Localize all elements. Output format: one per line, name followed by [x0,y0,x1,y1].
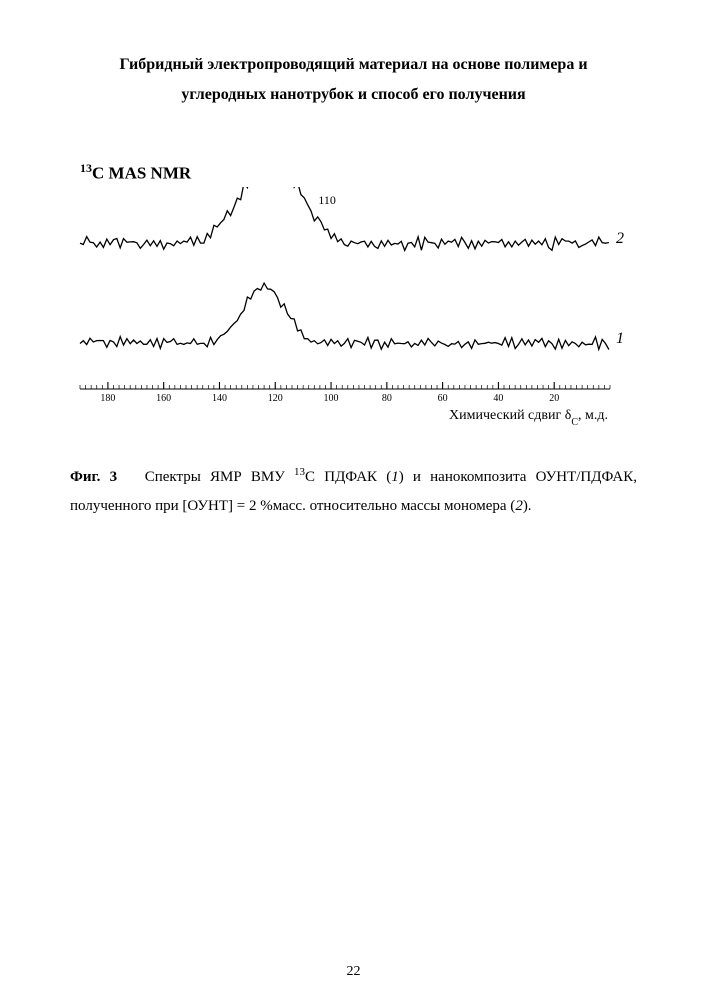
figure-caption: Фиг. 3 Спектры ЯМР ВМУ 13С ПДФАК (1) и н… [70,462,637,520]
svg-text:40: 40 [493,393,503,404]
caption-text: Спектры ЯМР ВМУ 13С ПДФАК (1) и нанокомп… [70,469,637,514]
title-line-2: углеродных нанотрубок и способ его получ… [181,86,525,103]
svg-text:110: 110 [318,193,336,207]
nmr-chart-block: 13C MAS NMR 180 160 140 120 100 80 60 40 20 Химич… [70,161,630,453]
svg-text:180: 180 [100,393,115,404]
svg-text:120: 120 [268,393,283,404]
svg-text:Химический сдвиг δC, м.д.: Химический сдвиг δC, м.д. [449,408,608,428]
page-number: 22 [0,964,707,980]
svg-text:160: 160 [156,393,171,404]
svg-text:2: 2 [616,230,624,247]
page-title: Гибридный электропроводящий материал на … [70,50,637,111]
svg-text:140: 140 [212,393,227,404]
svg-text:100: 100 [324,393,339,404]
title-line-1: Гибридный электропроводящий материал на … [119,56,587,73]
figure-label: Фиг. 3 [70,469,117,485]
svg-text:1: 1 [616,330,624,347]
nmr-spectrum-chart: 180 160 140 120 100 80 60 40 20 Химический сдвиг … [70,187,630,452]
svg-text:20: 20 [549,393,559,404]
svg-text:60: 60 [438,393,448,404]
svg-text:80: 80 [382,393,392,404]
chart-title: 13C MAS NMR [80,161,630,184]
